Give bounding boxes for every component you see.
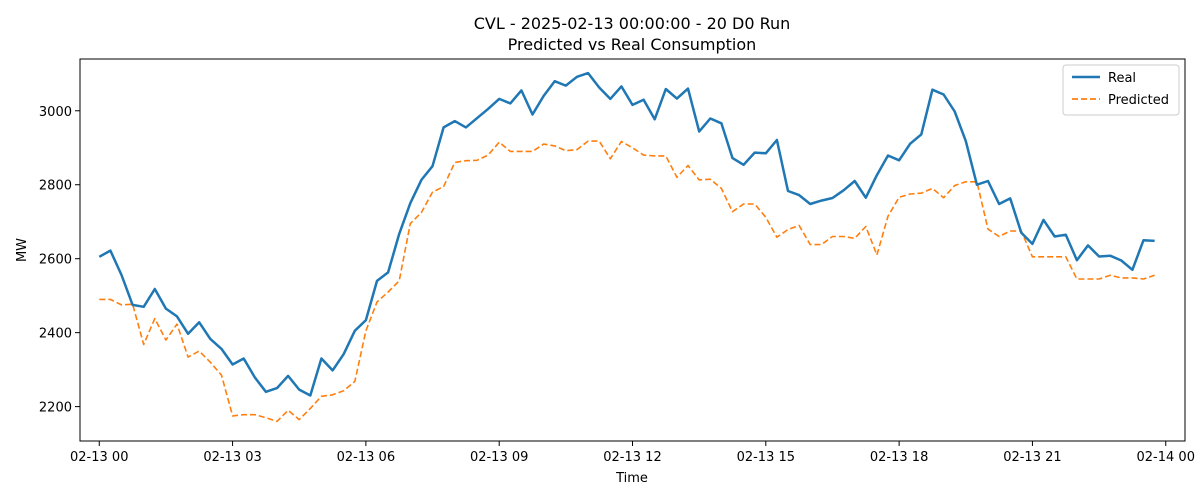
x-tick-label: 02-13 21	[1003, 450, 1061, 465]
y-tick-label: 3000	[39, 105, 72, 120]
axis-ticks: 02-13 00 02-13 03 02-13 06 02-13 09 02-13 12…	[39, 105, 1195, 465]
x-axis-label: Time	[615, 471, 648, 486]
x-tick-label: 02-13 15	[737, 450, 795, 465]
legend: Real Predicted	[1062, 64, 1180, 116]
x-tick-label: 02-13 06	[337, 450, 395, 465]
series-line-real	[98, 71, 1155, 397]
y-axis-label: MW	[15, 238, 30, 262]
x-tick-label: 02-13 09	[470, 450, 528, 465]
x-tick-label: 02-13 03	[203, 450, 261, 465]
x-tick-label: 02-13 00	[70, 450, 128, 465]
chart-title-line1: CVL - 2025-02-13 00:00:00 - 20 D0 Run	[474, 14, 791, 33]
y-tick-label: 2600	[39, 253, 72, 268]
legend-predicted-label: Predicted	[1108, 93, 1169, 108]
plot-series	[98, 71, 1155, 423]
y-tick-label: 2200	[39, 401, 72, 416]
y-tick-label: 2400	[39, 327, 72, 342]
chart-title-line2: Predicted vs Real Consumption	[508, 35, 757, 54]
y-tick-label: 2800	[39, 179, 72, 194]
x-tick-label: 02-13 18	[870, 450, 928, 465]
x-tick-label: 02-14 00	[1137, 450, 1195, 465]
legend-real-label: Real	[1108, 71, 1136, 86]
series-line-predicted	[99, 140, 1155, 423]
x-tick-label: 02-13 12	[603, 450, 661, 465]
plot-area-frame	[79, 58, 1186, 442]
